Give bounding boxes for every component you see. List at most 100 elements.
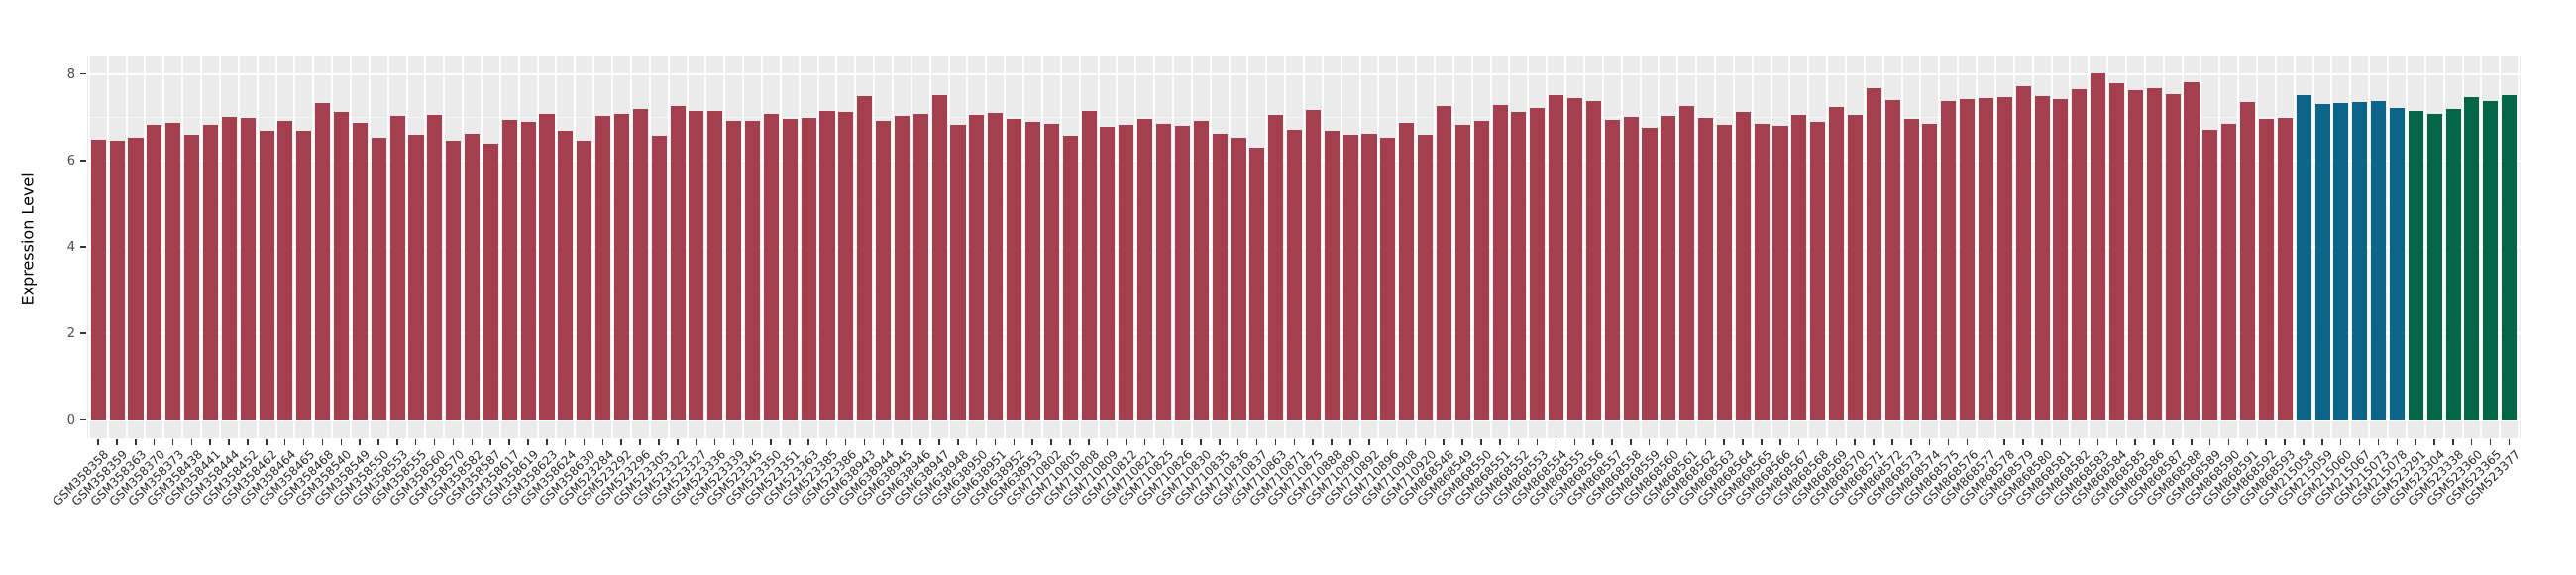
- bar: [988, 112, 1004, 420]
- x-tick-mark: [135, 439, 137, 445]
- bar: [1043, 124, 1059, 420]
- vertical-gridline: [1732, 56, 1735, 438]
- bar: [1492, 104, 1508, 420]
- vertical-gridline: [1078, 56, 1081, 438]
- x-tick-mark: [1274, 439, 1277, 445]
- vertical-gridline: [424, 56, 427, 438]
- vertical-gridline: [1284, 56, 1287, 438]
- vertical-gridline: [386, 56, 389, 438]
- vertical-gridline: [723, 56, 726, 438]
- vertical-gridline: [985, 56, 988, 438]
- vertical-gridline: [816, 56, 819, 438]
- x-tick-mark: [1236, 439, 1239, 445]
- bar: [221, 117, 237, 420]
- bar: [1716, 124, 1732, 420]
- x-tick-mark: [863, 439, 866, 445]
- vertical-gridline: [256, 56, 259, 438]
- bar: [1623, 117, 1639, 420]
- bar: [2389, 107, 2406, 420]
- x-tick-mark: [1630, 439, 1632, 445]
- x-tick-mark: [1985, 439, 1986, 445]
- x-tick-mark: [751, 439, 754, 445]
- bar: [1231, 138, 1246, 420]
- bar: [2502, 94, 2518, 420]
- vertical-gridline: [629, 56, 632, 438]
- vertical-gridline: [1358, 56, 1361, 438]
- bar: [1436, 106, 1451, 420]
- bar: [1324, 131, 1340, 420]
- bar: [2015, 85, 2031, 420]
- bar: [352, 123, 368, 420]
- bar: [1268, 114, 1284, 420]
- vertical-gridline: [2012, 56, 2015, 438]
- vertical-gridline: [1004, 56, 1007, 438]
- vertical-gridline: [368, 56, 371, 438]
- x-tick-mark: [209, 439, 211, 445]
- x-tick-mark: [1031, 439, 1033, 445]
- bar: [2221, 124, 2237, 420]
- vertical-gridline: [1957, 56, 1960, 438]
- x-tick-mark: [2134, 439, 2136, 445]
- x-tick-mark: [2191, 439, 2193, 445]
- vertical-gridline: [1845, 56, 1848, 438]
- bar: [1174, 125, 1190, 420]
- vertical-gridline: [462, 56, 465, 438]
- bar: [838, 112, 854, 420]
- bar: [2426, 113, 2442, 420]
- bar: [1566, 97, 1583, 420]
- vertical-gridline: [1938, 56, 1941, 438]
- vertical-gridline: [611, 56, 614, 438]
- bar: [707, 111, 723, 420]
- bar: [782, 118, 798, 420]
- bar: [446, 141, 462, 420]
- vertical-gridline: [331, 56, 334, 438]
- x-tick-mark: [2470, 439, 2473, 445]
- y-tick-mark: [80, 332, 86, 334]
- x-tick-mark: [1143, 439, 1146, 445]
- vertical-gridline: [2368, 56, 2371, 438]
- vertical-gridline: [2181, 56, 2184, 438]
- bar: [2109, 82, 2125, 420]
- x-tick-mark: [1816, 439, 1819, 445]
- vertical-gridline: [667, 56, 670, 438]
- x-tick-mark: [1835, 439, 1838, 445]
- x-tick-mark: [1181, 439, 1183, 445]
- vertical-gridline: [2069, 56, 2072, 438]
- bar: [670, 105, 686, 420]
- x-tick-mark: [713, 439, 716, 445]
- vertical-gridline: [1993, 56, 1996, 438]
- bar: [2464, 96, 2480, 420]
- x-tick-mark: [583, 439, 586, 445]
- x-tick-mark: [2489, 439, 2492, 445]
- bar: [259, 130, 274, 420]
- vertical-gridline: [574, 56, 577, 438]
- bar: [1024, 122, 1040, 420]
- x-tick-mark: [807, 439, 809, 445]
- y-tick-mark: [80, 418, 86, 421]
- vertical-gridline: [1751, 56, 1754, 438]
- x-tick-mark: [1592, 439, 1594, 445]
- bar: [558, 131, 574, 420]
- vertical-gridline: [1040, 56, 1043, 438]
- bar: [389, 116, 405, 420]
- bar: [1604, 120, 1620, 420]
- x-tick-mark: [1873, 439, 1875, 445]
- x-tick-mark: [2153, 439, 2155, 445]
- bar: [1342, 135, 1358, 420]
- bar: [1473, 120, 1489, 420]
- bar: [1511, 111, 1527, 420]
- x-tick-mark: [1854, 439, 1856, 445]
- x-tick-mark: [564, 439, 567, 445]
- bar: [2277, 117, 2293, 420]
- bar: [1772, 125, 1788, 420]
- bar: [1585, 100, 1601, 420]
- bar: [763, 113, 779, 420]
- vertical-gridline: [1639, 56, 1642, 438]
- bar: [90, 139, 106, 420]
- bar: [465, 133, 481, 420]
- vertical-gridline: [1658, 56, 1661, 438]
- x-tick-mark: [1891, 439, 1893, 445]
- x-tick-mark: [1443, 439, 1445, 445]
- bar: [1903, 118, 1919, 420]
- x-tick-mark: [1125, 439, 1127, 445]
